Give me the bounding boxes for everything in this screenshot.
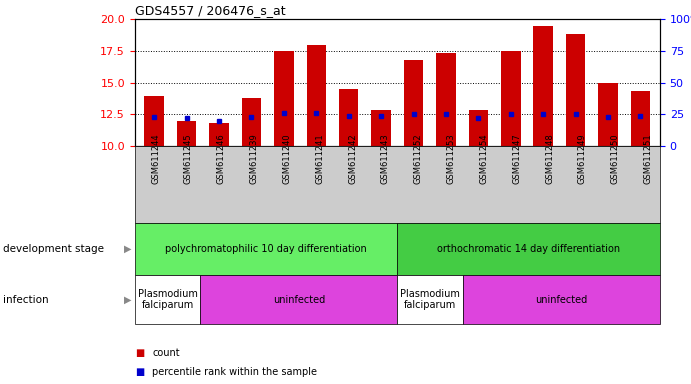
- Text: GSM611248: GSM611248: [545, 134, 554, 184]
- Text: development stage: development stage: [3, 243, 104, 254]
- Text: GSM611247: GSM611247: [512, 134, 521, 184]
- Text: orthochromatic 14 day differentiation: orthochromatic 14 day differentiation: [437, 243, 621, 254]
- Text: uninfected: uninfected: [273, 295, 325, 305]
- Bar: [598, 83, 618, 146]
- Text: GSM611253: GSM611253: [446, 134, 455, 184]
- Bar: [371, 111, 391, 146]
- Bar: [144, 96, 164, 146]
- Text: ■: ■: [135, 367, 144, 377]
- Bar: [307, 45, 326, 146]
- Bar: [533, 26, 553, 146]
- Bar: [242, 98, 261, 146]
- Text: Plasmodium
falciparum: Plasmodium falciparum: [400, 289, 460, 310]
- Text: ▶: ▶: [124, 243, 131, 254]
- Bar: [209, 123, 229, 146]
- Text: percentile rank within the sample: percentile rank within the sample: [152, 367, 317, 377]
- Text: GSM611242: GSM611242: [348, 134, 357, 184]
- Text: GSM611241: GSM611241: [315, 134, 324, 184]
- Text: GSM611249: GSM611249: [578, 134, 587, 184]
- Text: GSM611243: GSM611243: [381, 134, 390, 184]
- Text: count: count: [152, 348, 180, 358]
- Text: GSM611245: GSM611245: [184, 134, 193, 184]
- Text: GSM611239: GSM611239: [249, 134, 258, 184]
- Text: GSM611240: GSM611240: [283, 134, 292, 184]
- Text: GSM611252: GSM611252: [414, 134, 423, 184]
- Bar: [436, 53, 455, 146]
- Text: GDS4557 / 206476_s_at: GDS4557 / 206476_s_at: [135, 4, 285, 17]
- Bar: [404, 60, 424, 146]
- Bar: [566, 35, 585, 146]
- Text: uninfected: uninfected: [536, 295, 587, 305]
- Text: GSM611254: GSM611254: [480, 134, 489, 184]
- Text: GSM611244: GSM611244: [151, 134, 160, 184]
- Text: infection: infection: [3, 295, 49, 305]
- Text: GSM611250: GSM611250: [611, 134, 620, 184]
- Text: Plasmodium
falciparum: Plasmodium falciparum: [138, 289, 198, 310]
- Bar: [631, 91, 650, 146]
- Bar: [501, 51, 520, 146]
- Bar: [339, 89, 359, 146]
- Bar: [274, 51, 294, 146]
- Text: ▶: ▶: [124, 295, 131, 305]
- Text: polychromatophilic 10 day differentiation: polychromatophilic 10 day differentiatio…: [165, 243, 367, 254]
- Bar: [177, 121, 196, 146]
- Text: GSM611246: GSM611246: [217, 134, 226, 184]
- Bar: [468, 111, 488, 146]
- Text: ■: ■: [135, 348, 144, 358]
- Text: GSM611251: GSM611251: [643, 134, 652, 184]
